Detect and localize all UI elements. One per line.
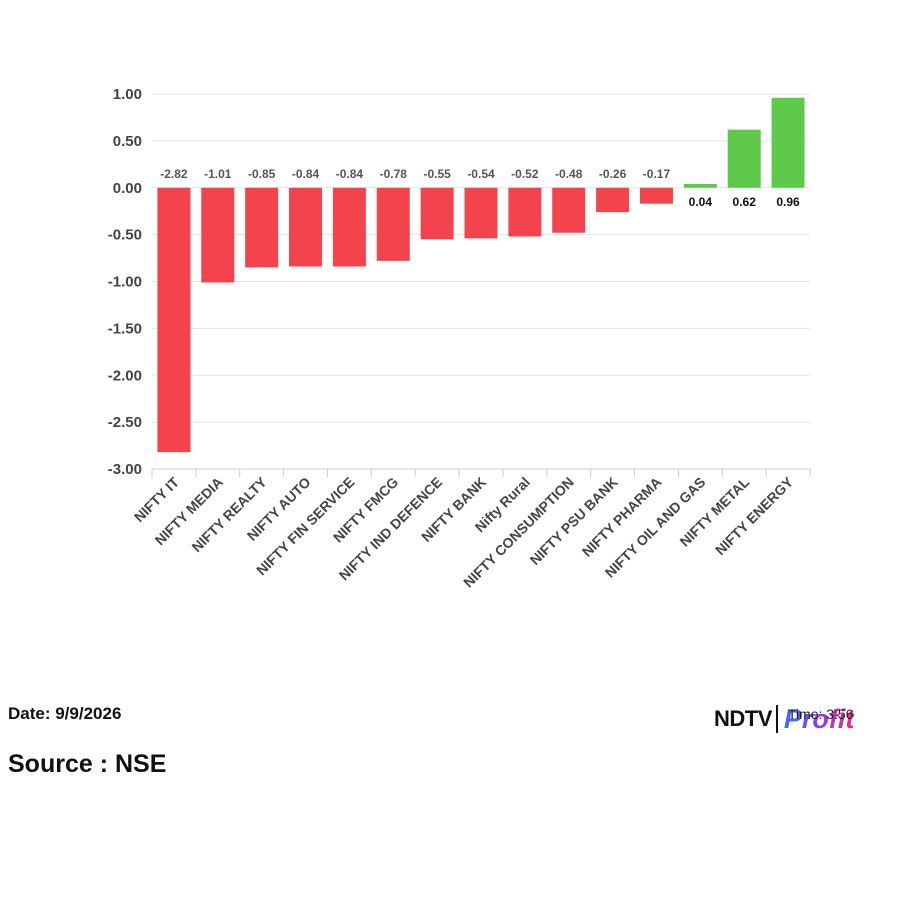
bar bbox=[508, 187, 542, 237]
y-axis-ticks: 1.00 0.50 0.00 -0.50 -1.00 -1.50 -2.00 -2.50 -3.… bbox=[108, 86, 142, 478]
logo-ndtv-text: NDTV bbox=[714, 706, 772, 731]
date-label: Date: 9/9/2026 bbox=[8, 704, 122, 723]
data-label: -0.55 bbox=[423, 167, 451, 181]
bar bbox=[552, 187, 586, 233]
x-tick-label: NIFTY PHARMA bbox=[579, 474, 665, 560]
data-label: 0.96 bbox=[776, 195, 800, 209]
bar bbox=[201, 187, 235, 283]
y-tick-label: 1.00 bbox=[113, 86, 142, 103]
bar-chart: 1.00 0.50 0.00 -0.50 -1.00 -1.50 -2.00 -2.50 -3.… bbox=[108, 86, 811, 591]
data-label: -0.17 bbox=[643, 167, 671, 181]
gridlines bbox=[151, 93, 811, 477]
x-tick-label: NIFTY ENERGY bbox=[712, 473, 797, 558]
data-label: 0.62 bbox=[733, 195, 757, 209]
data-label: -0.78 bbox=[380, 167, 408, 181]
bar bbox=[596, 187, 630, 213]
bar bbox=[376, 187, 410, 261]
bar bbox=[289, 187, 323, 267]
bar bbox=[332, 187, 366, 267]
logo-profit: Time: 3:56 Profit bbox=[784, 704, 855, 735]
y-tick-label: -1.50 bbox=[108, 320, 142, 337]
logo-divider bbox=[775, 705, 778, 733]
x-tick-label: NIFTY REALTY bbox=[188, 473, 270, 555]
ndtv-profit-logo: NDTV Time: 3:56 Profit bbox=[714, 702, 854, 736]
y-tick-label: -0.50 bbox=[108, 227, 142, 244]
y-tick-label: 0.00 bbox=[113, 180, 142, 197]
bar bbox=[727, 129, 761, 188]
y-tick-label: -3.00 bbox=[108, 461, 142, 478]
data-label: -0.26 bbox=[599, 167, 627, 181]
data-label: -0.84 bbox=[292, 167, 320, 181]
logo-profit-text: Profit bbox=[783, 703, 855, 734]
data-label: -0.54 bbox=[467, 167, 495, 181]
data-labels: -2.82 -1.01 -0.85 -0.84 -0.84 -0.78 -0.55 -0.54… bbox=[160, 167, 800, 209]
data-label: -0.84 bbox=[336, 167, 364, 181]
bars bbox=[157, 97, 805, 453]
bar bbox=[464, 187, 498, 239]
y-tick-label: -2.50 bbox=[108, 414, 142, 431]
bar bbox=[639, 187, 673, 204]
data-label: -2.82 bbox=[160, 167, 188, 181]
y-tick-label: -2.00 bbox=[108, 367, 142, 384]
data-label: -1.01 bbox=[204, 167, 232, 181]
data-label: -0.48 bbox=[555, 167, 583, 181]
source-label: Source : NSE bbox=[8, 750, 167, 778]
bar bbox=[683, 184, 717, 188]
bar bbox=[420, 187, 454, 240]
data-label: -0.52 bbox=[511, 167, 539, 181]
logo-time-text: Time: 3:56 bbox=[787, 705, 854, 722]
data-label: 0.04 bbox=[689, 195, 713, 209]
y-tick-label: -1.00 bbox=[108, 274, 142, 291]
bar bbox=[771, 97, 805, 188]
bar bbox=[157, 187, 191, 453]
y-tick-label: 0.50 bbox=[113, 133, 142, 150]
data-label: -0.85 bbox=[248, 167, 276, 181]
bar bbox=[245, 187, 279, 268]
